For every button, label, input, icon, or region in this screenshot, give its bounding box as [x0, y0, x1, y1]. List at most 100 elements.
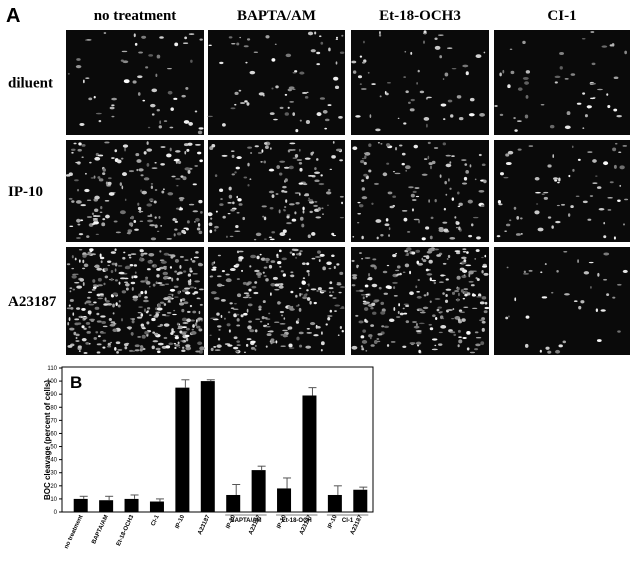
cell — [447, 254, 451, 259]
cell — [476, 278, 480, 282]
cell — [250, 254, 257, 259]
cell — [253, 51, 259, 53]
cell — [310, 49, 316, 53]
cell — [315, 216, 322, 219]
cell — [77, 223, 81, 226]
cell — [436, 254, 441, 257]
cell — [314, 171, 321, 175]
cell — [358, 320, 364, 324]
cell — [143, 151, 147, 155]
cell — [464, 293, 468, 297]
cell — [240, 102, 246, 105]
cell — [428, 259, 433, 264]
cell — [97, 176, 101, 179]
cell — [409, 108, 415, 112]
cell — [355, 115, 361, 118]
cell — [474, 348, 479, 351]
cell — [262, 271, 265, 274]
cell — [408, 186, 414, 189]
cell — [341, 34, 344, 37]
error-bar — [308, 387, 317, 396]
bar — [277, 488, 292, 512]
cell — [298, 182, 304, 185]
cell — [191, 260, 196, 263]
cell — [87, 291, 93, 294]
cell — [259, 320, 263, 323]
cell — [534, 210, 540, 215]
cell — [282, 273, 286, 277]
cell — [423, 117, 430, 121]
cell — [102, 325, 108, 328]
cell — [66, 263, 71, 266]
cell — [91, 223, 96, 225]
cell — [481, 296, 487, 300]
cell — [144, 331, 149, 335]
cell — [457, 191, 460, 195]
cell — [101, 222, 106, 227]
cell — [114, 149, 118, 153]
cell — [578, 305, 582, 310]
cell — [528, 145, 534, 147]
cell — [95, 233, 99, 235]
cell — [423, 255, 428, 258]
cell — [478, 190, 485, 193]
cell — [306, 262, 310, 266]
cell — [376, 340, 381, 343]
cell — [415, 330, 422, 332]
cell — [402, 271, 406, 274]
cell — [454, 289, 459, 293]
cell — [193, 256, 199, 259]
cell — [298, 161, 303, 165]
cell — [612, 147, 617, 152]
cell — [497, 200, 501, 204]
cell — [295, 202, 300, 205]
cell — [124, 198, 127, 201]
cell — [220, 284, 225, 287]
cell — [112, 303, 115, 308]
cell — [573, 300, 578, 302]
cell — [171, 294, 174, 297]
cell — [174, 335, 179, 340]
cell — [356, 264, 359, 269]
cell — [505, 223, 511, 227]
cell — [137, 92, 141, 96]
cell — [184, 291, 191, 295]
cell — [171, 277, 174, 282]
cell — [457, 287, 460, 291]
cell — [327, 104, 332, 107]
cell — [547, 350, 552, 354]
cell — [111, 262, 116, 266]
cell — [78, 350, 81, 352]
cell — [197, 130, 203, 135]
cell — [148, 54, 154, 57]
cell — [275, 340, 278, 344]
cell — [243, 176, 248, 179]
cell — [364, 318, 367, 323]
x-tick-label: IP-10 — [175, 514, 187, 530]
bar — [327, 494, 342, 512]
cell — [367, 71, 370, 74]
cell — [242, 281, 247, 285]
cell — [138, 293, 142, 298]
cell — [434, 344, 437, 347]
cell — [229, 235, 234, 238]
column-header: BAPTA/AM — [237, 8, 316, 24]
cell — [192, 310, 197, 314]
cell — [557, 181, 560, 184]
cell — [113, 323, 117, 325]
cell — [582, 92, 586, 95]
micrograph — [207, 140, 345, 242]
cell — [622, 269, 628, 274]
cell — [235, 166, 240, 170]
cell — [362, 329, 367, 333]
cell — [159, 284, 166, 286]
cell — [430, 216, 434, 220]
cell — [360, 335, 365, 339]
cell — [607, 209, 612, 211]
cell — [361, 187, 366, 191]
cell — [601, 45, 608, 48]
cell — [295, 256, 297, 259]
cell — [418, 349, 421, 354]
cell — [448, 178, 450, 182]
cell — [575, 195, 580, 197]
